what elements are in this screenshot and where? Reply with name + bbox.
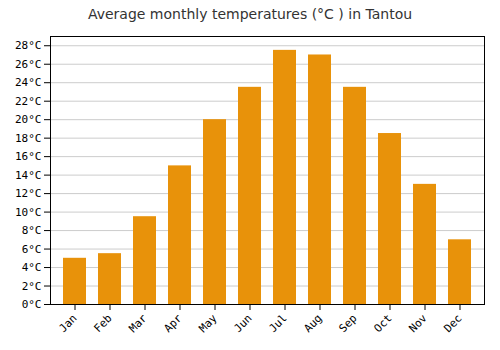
svg-text:Feb: Feb: [91, 312, 114, 335]
svg-text:4°C: 4°C: [22, 261, 42, 274]
svg-text:22°C: 22°C: [15, 95, 42, 108]
svg-text:16°C: 16°C: [15, 150, 42, 163]
svg-text:20°C: 20°C: [15, 113, 42, 126]
svg-text:Apr: Apr: [161, 311, 185, 335]
svg-text:Sep: Sep: [336, 312, 359, 335]
svg-text:6°C: 6°C: [22, 243, 42, 256]
svg-text:Mar: Mar: [126, 311, 150, 335]
svg-text:May: May: [196, 311, 220, 335]
svg-text:Jul: Jul: [266, 312, 289, 335]
html-text:Average monthly temperatures (: Average monthly temperatures (°C ) in Ta…: [87, 6, 413, 22]
svg-text:24°C: 24°C: [15, 76, 42, 89]
svg-text:Jun: Jun: [231, 312, 254, 335]
svg-text:Nov: Nov: [406, 311, 430, 335]
svg-text:Oct: Oct: [371, 312, 394, 335]
svg-text:8°C: 8°C: [22, 224, 42, 237]
svg-text:12°C: 12°C: [15, 187, 42, 200]
svg-text:Aug: Aug: [301, 312, 324, 335]
svg-text:28°C: 28°C: [15, 39, 42, 52]
svg-text:Dec: Dec: [441, 312, 464, 335]
svg-text:0°C: 0°C: [22, 298, 42, 311]
svg-text:26°C: 26°C: [15, 58, 42, 71]
svg-text:18°C: 18°C: [15, 132, 42, 145]
svg-text:14°C: 14°C: [15, 169, 42, 182]
svg-text:Jan: Jan: [56, 312, 79, 335]
svg-text:2°C: 2°C: [22, 280, 42, 293]
svg-text:10°C: 10°C: [15, 206, 42, 219]
